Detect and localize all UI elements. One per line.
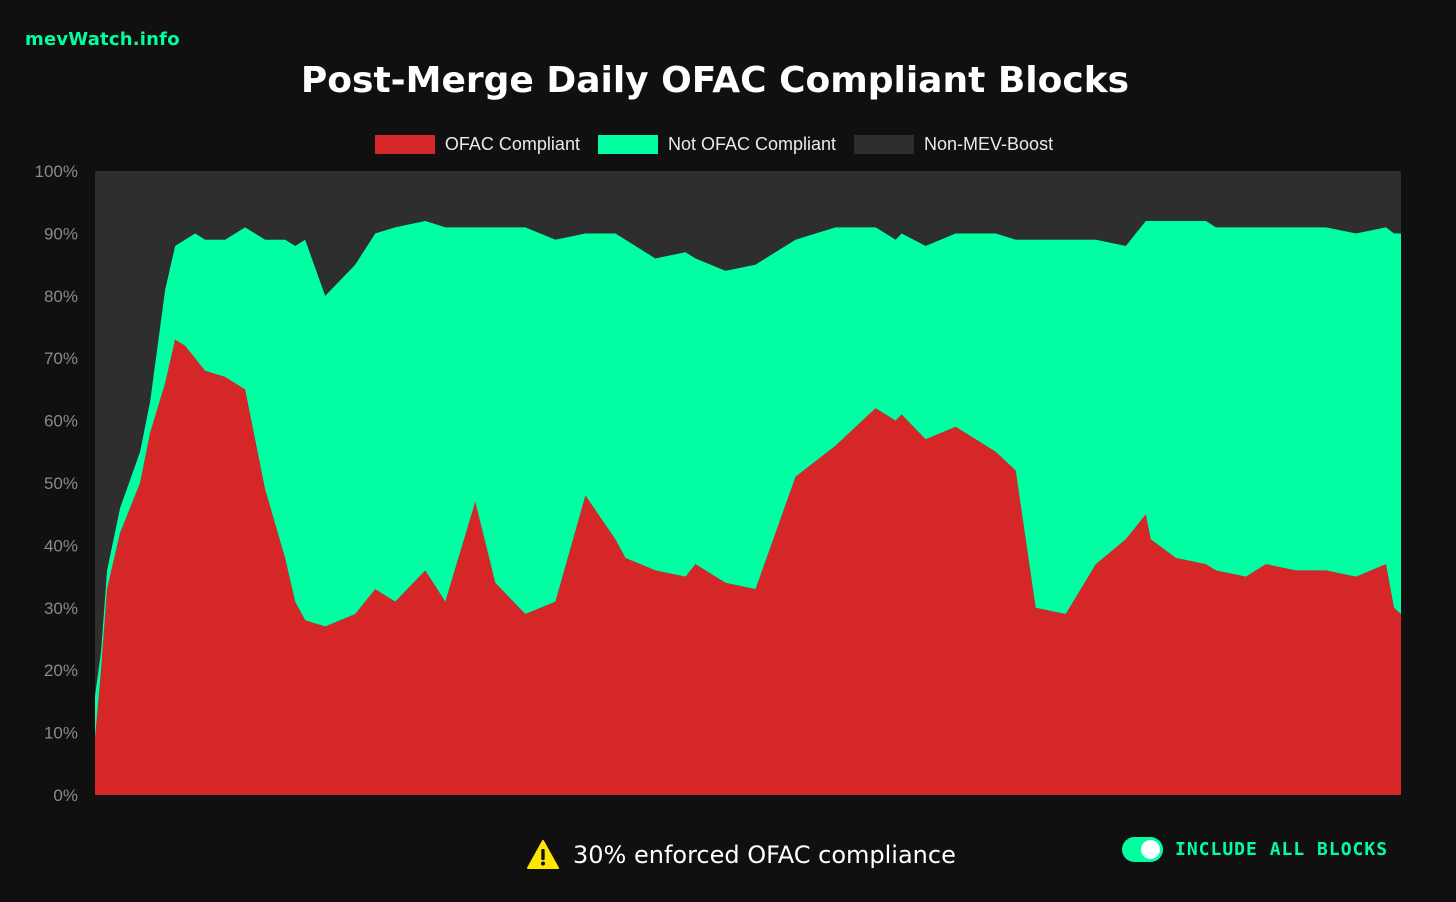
legend-item-not-ofac-compliant[interactable]: Not OFAC Compliant	[597, 134, 837, 155]
y-tick-label: 50%	[44, 474, 78, 493]
legend-label-ofac-compliant: OFAC Compliant	[444, 134, 580, 154]
toggle-switch[interactable]	[1122, 837, 1163, 862]
stacked-area-chart: 0% 10% 20% 30% 40% 50% 60% 70% 80% 90% 100%	[35, 162, 1401, 805]
y-axis-ticks: 0% 10% 20% 30% 40% 50% 60% 70% 80% 90% 100%	[35, 162, 78, 805]
area-ofac-compliant	[95, 339, 1401, 795]
y-tick-label: 80%	[44, 287, 78, 306]
area-not-ofac-compliant	[95, 220, 1401, 739]
legend-item-ofac-compliant[interactable]: OFAC Compliant	[374, 134, 580, 155]
y-tick-label: 20%	[44, 661, 78, 680]
area-non-mev-boost	[95, 171, 1401, 696]
legend-label-not-ofac-compliant: Not OFAC Compliant	[667, 134, 837, 154]
legend-swatch-non-mev-boost	[854, 135, 915, 154]
toggle-knob	[1141, 840, 1160, 859]
toggle-label: INCLUDE ALL BLOCKS	[1175, 839, 1389, 860]
y-tick-label: 70%	[44, 349, 78, 368]
y-tick-label: 10%	[44, 724, 78, 743]
compliance-note: 30% enforced OFAC compliance	[527, 840, 956, 870]
legend-swatch-not-ofac-compliant	[597, 135, 658, 154]
compliance-note-text: 30% enforced OFAC compliance	[573, 841, 956, 869]
y-tick-label: 40%	[44, 536, 78, 555]
legend-item-non-mev-boost[interactable]: Non-MEV-Boost	[854, 134, 1053, 155]
y-tick-label: 100%	[35, 162, 78, 181]
warning-triangle-icon	[527, 840, 559, 869]
y-tick-label: 30%	[44, 599, 78, 618]
legend-label-non-mev-boost: Non-MEV-Boost	[924, 134, 1054, 154]
y-tick-label: 0%	[53, 786, 78, 805]
chart-areas	[95, 171, 1401, 795]
chart-legend: OFAC Compliant Not OFAC Compliant Non-ME…	[0, 134, 1428, 155]
y-tick-label: 90%	[44, 224, 78, 243]
legend-swatch-ofac-compliant	[374, 135, 435, 154]
brand-link[interactable]: mevWatch.info	[25, 29, 180, 50]
y-tick-label: 60%	[44, 412, 78, 431]
chart-title: Post-Merge Daily OFAC Compliant Blocks	[300, 60, 1130, 101]
include-all-blocks-toggle[interactable]: INCLUDE ALL BLOCKS	[1122, 837, 1388, 862]
